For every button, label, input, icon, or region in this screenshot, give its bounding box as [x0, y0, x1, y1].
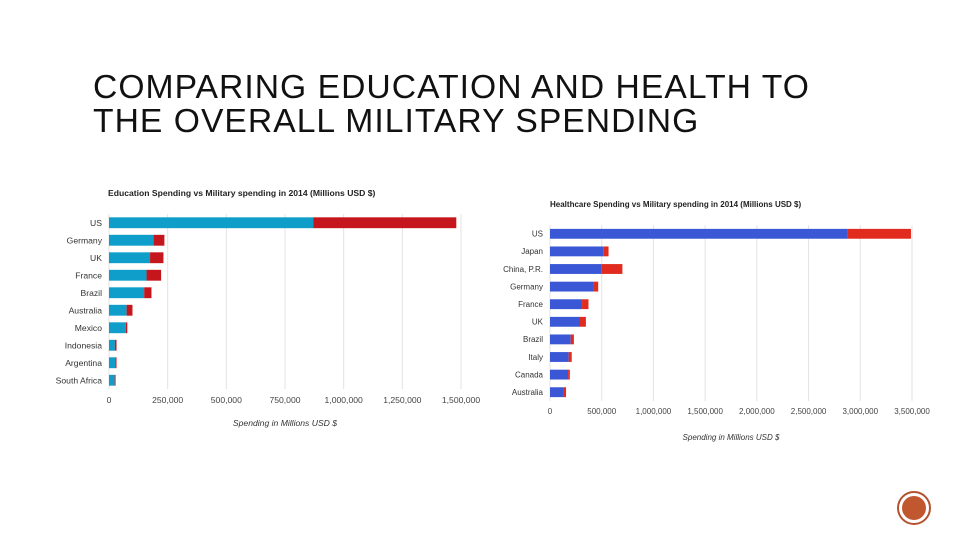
x-tick-label: 1,500,000	[687, 407, 723, 416]
x-axis-label: Spending in Millions USD $	[233, 418, 337, 428]
bar-military-japan	[603, 246, 609, 257]
bar-healthcare-us	[550, 228, 848, 239]
bar-healthcare-france	[550, 299, 583, 310]
bar-education-indonesia	[109, 339, 115, 351]
healthcare-vs-military-chart: Healthcare Spending vs Military spending…	[503, 200, 930, 442]
bar-education-south-africa	[109, 374, 115, 386]
category-label: France	[75, 270, 102, 280]
x-tick-label: 750,000	[269, 395, 300, 405]
bar-healthcare-uk	[550, 316, 580, 327]
bar-education-france	[109, 269, 147, 281]
category-label: Italy	[528, 353, 543, 362]
bar-education-australia	[109, 304, 127, 316]
category-label: Canada	[515, 370, 544, 379]
page-badge-icon	[897, 491, 931, 525]
bar-healthcare-japan	[550, 246, 604, 257]
category-label: Indonesia	[65, 340, 102, 350]
bar-military-canada	[568, 369, 570, 380]
bar-healthcare-germany	[550, 281, 594, 292]
category-label: Brazil	[81, 288, 103, 298]
bar-military-france	[146, 269, 162, 281]
x-tick-label: 2,000,000	[739, 407, 775, 416]
x-tick-label: 0	[548, 407, 553, 416]
bar-education-mexico	[109, 322, 126, 334]
bar-military-uk	[579, 316, 586, 327]
bar-healthcare-canada	[550, 369, 569, 380]
bar-military-us	[847, 228, 911, 239]
slide-title: COMPARING EDUCATION AND HEALTH TO THE OV…	[93, 68, 810, 139]
education-vs-military-chart: Education Spending vs Military spending …	[56, 188, 481, 428]
category-label: France	[518, 300, 543, 309]
category-label: Brazil	[523, 335, 543, 344]
category-label: US	[90, 218, 102, 228]
bar-military-us	[313, 217, 457, 229]
category-label: UK	[90, 253, 102, 263]
x-tick-label: 1,000,000	[325, 395, 363, 405]
category-label: Australia	[512, 388, 544, 397]
bar-military-brazil	[144, 287, 152, 299]
bar-military-australia	[563, 387, 567, 398]
bar-education-uk	[109, 252, 151, 264]
chart-title: Education Spending vs Military spending …	[108, 188, 376, 198]
x-tick-label: 2,500,000	[791, 407, 827, 416]
bar-education-us	[109, 217, 314, 229]
category-label: US	[532, 230, 543, 239]
bar-military-uk	[150, 252, 164, 264]
bar-healthcare-brazil	[550, 334, 571, 345]
bar-military-indonesia	[114, 339, 117, 351]
x-tick-label: 1,000,000	[636, 407, 672, 416]
bar-military-france	[582, 299, 589, 310]
bar-military-south-africa	[114, 374, 116, 386]
category-label: Mexico	[75, 323, 102, 333]
x-tick-label: 0	[107, 395, 112, 405]
bar-healthcare-italy	[550, 352, 569, 362]
bar-education-brazil	[109, 287, 145, 299]
bar-healthcare-china-p-r-	[550, 264, 602, 274]
x-tick-label: 1,250,000	[383, 395, 421, 405]
category-label: Germany	[510, 282, 543, 291]
bar-military-germany	[593, 281, 599, 292]
bar-military-australia	[126, 304, 133, 316]
x-tick-label: 3,500,000	[894, 407, 930, 416]
x-tick-label: 500,000	[211, 395, 242, 405]
bar-military-brazil	[570, 334, 574, 345]
bar-education-germany	[109, 234, 154, 246]
bar-military-argentina	[115, 357, 117, 369]
x-axis-label: Spending in Millions USD $	[683, 433, 780, 442]
bar-military-mexico	[125, 322, 128, 334]
category-label: Germany	[67, 235, 103, 245]
category-label: Japan	[521, 247, 543, 256]
category-label: Australia	[69, 305, 103, 315]
x-tick-label: 500,000	[587, 407, 616, 416]
bar-military-china-p-r-	[601, 264, 623, 274]
category-label: Argentina	[65, 358, 102, 368]
bar-military-italy	[568, 352, 572, 362]
x-tick-label: 1,500,000	[442, 395, 480, 405]
chart-title: Healthcare Spending vs Military spending…	[550, 200, 802, 209]
category-label: South Africa	[56, 375, 103, 385]
category-label: UK	[532, 318, 544, 327]
x-tick-label: 3,000,000	[842, 407, 878, 416]
x-tick-label: 250,000	[152, 395, 183, 405]
bar-education-argentina	[109, 357, 116, 369]
bar-healthcare-australia	[550, 387, 564, 398]
category-label: China, P.R.	[503, 265, 543, 274]
bar-military-germany	[153, 234, 165, 246]
